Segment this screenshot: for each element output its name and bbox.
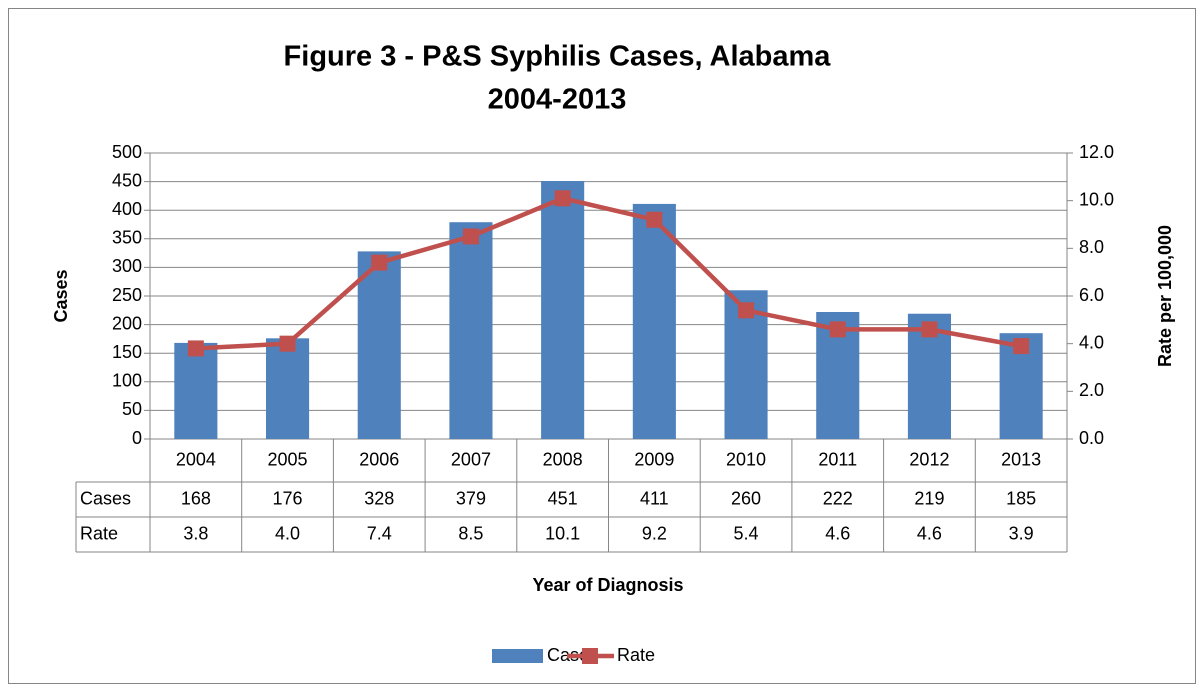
y-tick-label: 400 bbox=[112, 199, 142, 219]
line bbox=[195, 195, 1022, 351]
x-tick-label: 2007 bbox=[451, 449, 491, 469]
table-cell: 411 bbox=[640, 488, 669, 508]
chart-title: Figure 3 - P&S Syphilis Cases, Alabama bbox=[284, 41, 832, 73]
table-cell: 3.9 bbox=[1009, 523, 1034, 543]
y-tick-label: 300 bbox=[112, 256, 142, 276]
bar bbox=[174, 342, 218, 439]
table-row-header: Cases bbox=[80, 488, 131, 508]
marker bbox=[554, 190, 571, 207]
y2-tick-label: 0.0 bbox=[1079, 428, 1104, 448]
marker bbox=[738, 302, 755, 319]
bar bbox=[632, 203, 676, 439]
table-cell: 222 bbox=[823, 488, 853, 508]
y2-axis-title: Rate per 100,000 bbox=[1155, 225, 1175, 367]
x-tick-label: 2009 bbox=[634, 449, 674, 469]
x-tick-label: 2011 bbox=[818, 449, 857, 469]
marker bbox=[921, 321, 938, 338]
x-axis-title: Year of Diagnosis bbox=[532, 575, 683, 595]
marker bbox=[829, 321, 846, 338]
marker bbox=[187, 340, 204, 357]
marker bbox=[1013, 338, 1030, 355]
y-axis-title: Cases bbox=[51, 269, 71, 322]
table-cell: 451 bbox=[548, 488, 578, 508]
y2-tick-label: 2.0 bbox=[1079, 380, 1104, 400]
table-cell: 379 bbox=[456, 488, 486, 508]
table-cell: 8.5 bbox=[458, 523, 483, 543]
y-tick-label: 450 bbox=[112, 170, 142, 190]
table-cell: 328 bbox=[364, 488, 394, 508]
table-cell: 7.4 bbox=[367, 523, 392, 543]
x-tick-label: 2006 bbox=[359, 449, 399, 469]
bar bbox=[449, 222, 493, 439]
y-tick-label: 250 bbox=[112, 285, 142, 305]
y-tick-label: 150 bbox=[112, 342, 142, 362]
y2-tick-label: 10.0 bbox=[1079, 189, 1114, 209]
table-cell: 4.6 bbox=[917, 523, 942, 543]
legend-swatch bbox=[582, 648, 598, 664]
table-cell: 5.4 bbox=[734, 523, 759, 543]
marker bbox=[371, 254, 388, 271]
y-tick-label: 100 bbox=[112, 371, 142, 391]
y-tick-label: 0 bbox=[132, 428, 142, 448]
bar bbox=[266, 338, 310, 439]
x-tick-label: 2013 bbox=[1001, 449, 1041, 469]
x-tick-label: 2008 bbox=[543, 449, 583, 469]
table-cell: 260 bbox=[731, 488, 761, 508]
y-tick-label: 500 bbox=[112, 142, 142, 162]
marker bbox=[279, 335, 296, 352]
table-cell: 3.8 bbox=[183, 523, 208, 543]
table-cell: 219 bbox=[914, 488, 944, 508]
x-tick-label: 2010 bbox=[726, 449, 766, 469]
table-cell: 176 bbox=[273, 488, 303, 508]
y-tick-label: 200 bbox=[112, 313, 142, 333]
table-cell: 10.1 bbox=[545, 523, 580, 543]
y2-tick-label: 12.0 bbox=[1079, 142, 1114, 162]
legend-swatch bbox=[492, 649, 543, 663]
table-cell: 9.2 bbox=[642, 523, 667, 543]
y-tick-label: 50 bbox=[122, 399, 142, 419]
table-cell: 4.0 bbox=[275, 523, 300, 543]
table-cell: 185 bbox=[1006, 488, 1036, 508]
table-cell: 4.6 bbox=[825, 523, 850, 543]
x-tick-label: 2012 bbox=[909, 449, 949, 469]
marker bbox=[646, 211, 663, 228]
y2-tick-label: 8.0 bbox=[1079, 237, 1104, 257]
y2-tick-label: 6.0 bbox=[1079, 285, 1104, 305]
legend-label: Rate bbox=[617, 645, 655, 665]
table-row-header: Rate bbox=[80, 523, 118, 543]
y-tick-label: 350 bbox=[112, 228, 142, 248]
chart-title: 2004-2013 bbox=[488, 84, 627, 116]
y2-tick-label: 4.0 bbox=[1079, 332, 1104, 352]
table-cell: 168 bbox=[181, 488, 211, 508]
marker bbox=[462, 228, 479, 245]
x-tick-label: 2004 bbox=[176, 449, 216, 469]
x-tick-label: 2005 bbox=[268, 449, 308, 469]
bar bbox=[357, 251, 401, 439]
bar bbox=[541, 181, 585, 439]
